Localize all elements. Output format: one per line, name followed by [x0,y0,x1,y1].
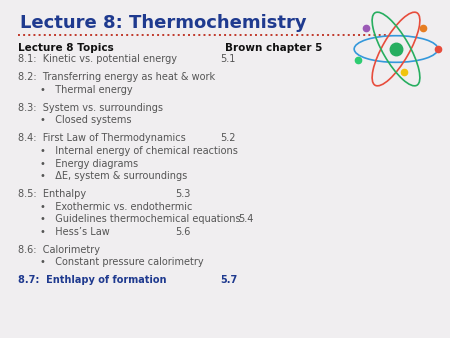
Text: 5.4: 5.4 [238,214,254,224]
Text: •   Hess’s Law: • Hess’s Law [40,227,110,237]
Text: Lecture 8: Thermochemistry: Lecture 8: Thermochemistry [20,14,307,32]
Text: 8.4:  First Law of Thermodynamics: 8.4: First Law of Thermodynamics [18,134,186,144]
Text: 8.3:  System vs. surroundings: 8.3: System vs. surroundings [18,103,163,113]
Text: Lecture 8 Topics: Lecture 8 Topics [18,43,114,53]
Text: •   Closed systems: • Closed systems [40,115,132,125]
Text: 5.1: 5.1 [220,54,236,64]
Text: 8.6:  Calorimetry: 8.6: Calorimetry [18,245,100,255]
Text: Brown chapter 5: Brown chapter 5 [225,43,322,53]
Text: •   Exothermic vs. endothermic: • Exothermic vs. endothermic [40,202,193,212]
Text: •   Guidelines thermochemical equations: • Guidelines thermochemical equations [40,214,241,224]
Text: 5.3: 5.3 [176,189,191,199]
Text: •   Constant pressure calorimetry: • Constant pressure calorimetry [40,257,204,267]
Text: •   Internal energy of chemical reactions: • Internal energy of chemical reactions [40,146,239,156]
Text: 5.7: 5.7 [220,275,238,285]
Text: 5.6: 5.6 [176,227,191,237]
Text: •   ΔE, system & surroundings: • ΔE, system & surroundings [40,171,188,181]
Text: 8.1:  Kinetic vs. potential energy: 8.1: Kinetic vs. potential energy [18,54,177,64]
Text: 8.7:  Enthlapy of formation: 8.7: Enthlapy of formation [18,275,166,285]
Text: •   Energy diagrams: • Energy diagrams [40,159,139,169]
Text: 8.5:  Enthalpy: 8.5: Enthalpy [18,189,86,199]
Text: •   Thermal energy: • Thermal energy [40,85,133,95]
Text: 8.2:  Transferring energy as heat & work: 8.2: Transferring energy as heat & work [18,72,215,82]
Text: 5.2: 5.2 [220,134,236,144]
